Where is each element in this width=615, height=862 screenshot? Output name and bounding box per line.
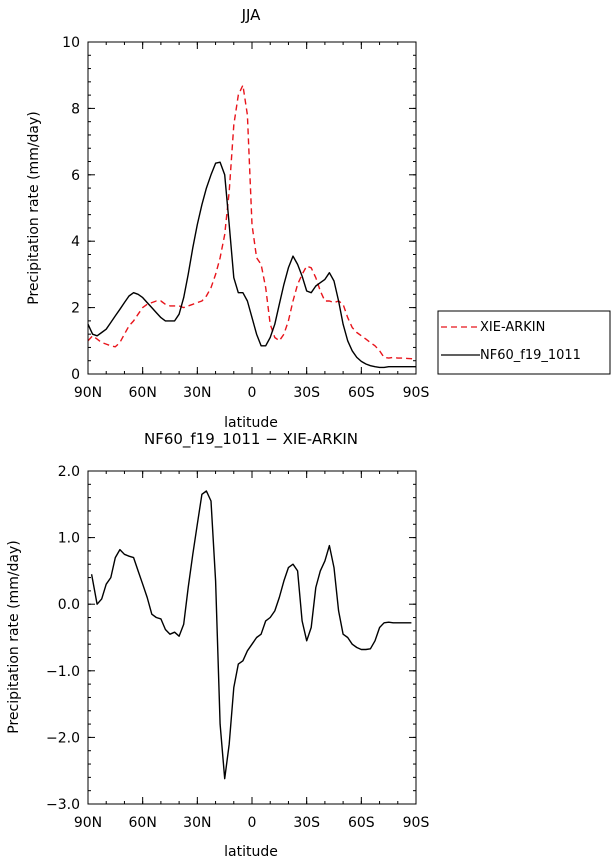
series-line-nf60-f19-1011-xie-arkin bbox=[90, 490, 412, 780]
top-chart: JJA 0 2 4 6 8 10 90N 60N 30N 0 30S 60S 90S latitude… bbox=[26, 6, 611, 431]
y-tick-label: 10 bbox=[62, 35, 80, 51]
bottom-y-ticks: −3.0 −2.0 −1.0 0.0 1.0 2.0 bbox=[46, 464, 416, 813]
x-tick-label: 60N bbox=[129, 815, 157, 831]
legend-box bbox=[437, 310, 611, 375]
top-x-axis-label: latitude bbox=[224, 415, 278, 431]
y-tick-label: 8 bbox=[71, 101, 80, 117]
x-tick-label: 0 bbox=[248, 385, 257, 401]
legend: XIE-ARKIN NF60_f19_1011 bbox=[437, 310, 611, 375]
bottom-chart-title: NF60_f19_1011 − XIE-ARKIN bbox=[144, 430, 358, 449]
top-y-axis-label: Precipitation rate (mm/day) bbox=[26, 111, 42, 305]
x-tick-label: 60N bbox=[129, 385, 157, 401]
series-line-xie-arkin bbox=[87, 84, 417, 360]
y-tick-label: 2.0 bbox=[58, 464, 80, 480]
x-tick-label: 60S bbox=[348, 815, 375, 831]
series-line-nf60-f19-1011 bbox=[87, 161, 416, 369]
y-tick-label: 0.0 bbox=[58, 597, 80, 613]
x-tick-label: 0 bbox=[248, 815, 257, 831]
x-tick-label: 30N bbox=[183, 385, 211, 401]
x-tick-label: 90N bbox=[74, 385, 102, 401]
top-y-ticks: 0 2 4 6 8 10 bbox=[62, 35, 416, 383]
x-tick-label: 60S bbox=[348, 385, 375, 401]
y-tick-label: −1.0 bbox=[46, 664, 80, 680]
x-tick-label: 90N bbox=[74, 815, 102, 831]
top-series-lines bbox=[87, 84, 417, 369]
y-tick-label: 6 bbox=[71, 168, 80, 184]
bottom-series-lines bbox=[90, 490, 412, 780]
y-tick-label: 2 bbox=[71, 301, 80, 317]
y-tick-label: 1.0 bbox=[58, 531, 80, 547]
bottom-x-ticks: 90N 60N 30N 0 30S 60S 90S bbox=[74, 471, 430, 831]
top-x-ticks: 90N 60N 30N 0 30S 60S 90S bbox=[74, 42, 430, 401]
y-tick-label: −3.0 bbox=[46, 797, 80, 813]
x-tick-label: 90S bbox=[403, 385, 430, 401]
x-tick-label: 30S bbox=[293, 815, 320, 831]
x-tick-label: 30S bbox=[293, 385, 320, 401]
top-chart-title: JJA bbox=[241, 6, 262, 24]
y-tick-label: 4 bbox=[71, 234, 80, 250]
bottom-plot-frame bbox=[87, 470, 417, 805]
legend-label-nf60: NF60_f19_1011 bbox=[480, 348, 581, 363]
top-plot-frame bbox=[87, 41, 417, 375]
y-tick-label: 0 bbox=[71, 367, 80, 383]
x-tick-label: 90S bbox=[403, 815, 430, 831]
x-tick-label: 30N bbox=[183, 815, 211, 831]
bottom-x-axis-label: latitude bbox=[224, 844, 278, 860]
bottom-y-axis-label: Precipitation rate (mm/day) bbox=[6, 540, 22, 734]
legend-label-xie-arkin: XIE-ARKIN bbox=[480, 320, 545, 335]
y-tick-label: −2.0 bbox=[46, 730, 80, 746]
bottom-chart: NF60_f19_1011 − XIE-ARKIN −3.0 −2.0 −1.0 0.… bbox=[6, 430, 429, 860]
